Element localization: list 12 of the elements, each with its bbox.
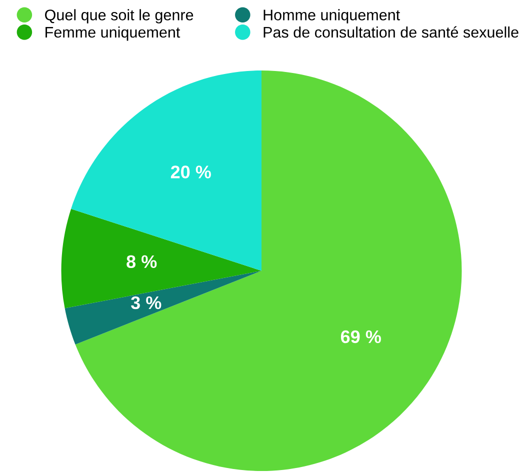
data-label: 8 % xyxy=(126,255,157,268)
legend-label: Femme uniquement xyxy=(46,26,180,41)
legend-label: Pas de consultation de santé sexuelle xyxy=(264,26,518,38)
pie-slice xyxy=(64,270,262,344)
legend-label: Quel que soit le genre xyxy=(45,9,194,24)
pie-slice xyxy=(75,70,462,471)
legend-label: Homme uniquement xyxy=(264,9,400,24)
data-label: 3 % xyxy=(130,296,162,310)
data-label: 69 % xyxy=(340,330,381,344)
data-label: 20 % xyxy=(170,166,211,178)
pie-slice xyxy=(71,70,262,271)
pie-slice xyxy=(61,208,262,308)
